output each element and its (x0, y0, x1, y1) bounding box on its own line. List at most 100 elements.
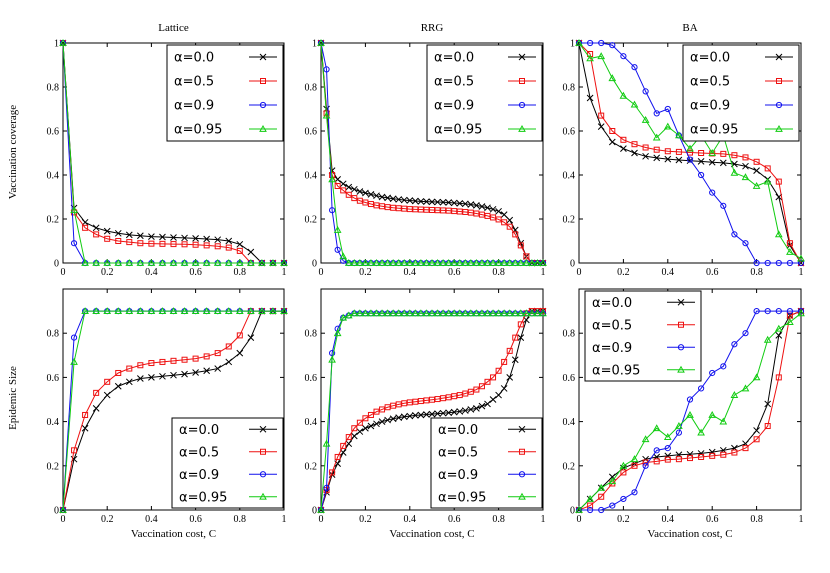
data-point (506, 347, 513, 354)
data-point (484, 400, 491, 408)
data-point (686, 396, 694, 403)
data-point (467, 258, 475, 266)
data-point (93, 231, 100, 238)
x-tick-label: 0.8 (492, 514, 505, 525)
chart-panel-2: 0 0.2 0.4 0.6 0.8 100.20.40.60.81RRGα=0.0α=0.… (305, 22, 547, 278)
data-point (434, 396, 441, 403)
data-point (506, 216, 514, 224)
data-point (495, 367, 502, 374)
y-tick-label: 0.2 (563, 461, 576, 472)
data-point (394, 258, 403, 266)
data-point (752, 181, 761, 189)
data-point (225, 343, 232, 350)
data-point (317, 38, 325, 46)
plot-frame (578, 288, 802, 511)
data-point (236, 332, 243, 339)
legend-marker (259, 53, 267, 61)
data-point (697, 158, 705, 165)
data-point (362, 189, 369, 197)
y-tick-label: 0.6 (305, 373, 318, 384)
data-point (709, 452, 716, 459)
data-point (126, 365, 133, 372)
data-point (506, 223, 513, 230)
data-point (367, 411, 374, 418)
data-point (698, 453, 705, 460)
data-point (473, 202, 480, 209)
legend-label: α=0.9 (434, 99, 474, 114)
data-point (433, 309, 442, 317)
legend-label: α=0.95 (434, 123, 482, 138)
legend-marker (677, 298, 685, 306)
data-point (445, 409, 453, 417)
series-triangle (59, 307, 288, 513)
data-point (608, 74, 617, 82)
data-point (664, 148, 671, 155)
data-point (428, 309, 436, 317)
data-point (340, 257, 347, 264)
data-point (763, 335, 772, 343)
data-point (70, 240, 78, 247)
data-point (500, 211, 508, 218)
data-point (125, 258, 134, 266)
data-point (439, 309, 447, 317)
data-point (126, 239, 133, 246)
data-point (609, 128, 616, 134)
x-tick-label: 0.4 (404, 514, 417, 525)
data-point (484, 204, 491, 212)
data-point (775, 332, 783, 339)
data-point (125, 307, 134, 314)
data-point (652, 424, 661, 432)
data-point (340, 442, 347, 449)
data-point (522, 309, 531, 317)
data-point (384, 416, 391, 424)
data-point (686, 156, 694, 163)
data-point (247, 258, 255, 266)
data-point (642, 462, 649, 469)
data-point (350, 258, 359, 266)
x-tick-label: 0.4 (145, 267, 158, 278)
legend-marker (775, 124, 783, 132)
legend-marker (259, 492, 267, 500)
data-point (389, 258, 397, 266)
legend-label: α=0.95 (174, 123, 222, 138)
data-point (202, 307, 211, 314)
data-point (361, 258, 370, 266)
legend-marker (518, 492, 526, 500)
data-point (439, 258, 447, 266)
data-point (411, 412, 419, 419)
data-point (586, 494, 594, 502)
data-point (764, 165, 771, 172)
data-point (322, 111, 331, 119)
data-point (478, 402, 486, 410)
data-point (236, 349, 244, 357)
data-point (451, 208, 458, 215)
data-point (511, 356, 519, 364)
data-point (775, 308, 782, 315)
data-point (225, 358, 233, 366)
legend-label: α=0.0 (438, 423, 478, 438)
data-point (390, 204, 397, 211)
y-tick-label: 0.6 (47, 127, 60, 138)
data-point (742, 240, 749, 247)
data-point (334, 246, 341, 253)
data-point (136, 375, 144, 382)
legend-marker (519, 78, 525, 84)
data-point (478, 383, 485, 390)
data-point (461, 407, 469, 414)
y-tick-label: 0.6 (563, 127, 576, 138)
data-point (224, 307, 233, 314)
data-point (641, 435, 650, 443)
y-tick-label: 0.4 (563, 417, 576, 428)
y-tick-label: 0.4 (47, 417, 60, 428)
data-point (642, 144, 649, 151)
legend-label: α=0.9 (690, 99, 730, 114)
data-point (444, 258, 453, 266)
data-point (345, 434, 352, 441)
data-point (719, 417, 728, 425)
data-point (495, 216, 502, 223)
x-tick-label: 0.8 (750, 514, 763, 525)
data-point (70, 334, 78, 341)
data-point (423, 206, 430, 213)
y-tick-label: 0 (570, 506, 575, 517)
